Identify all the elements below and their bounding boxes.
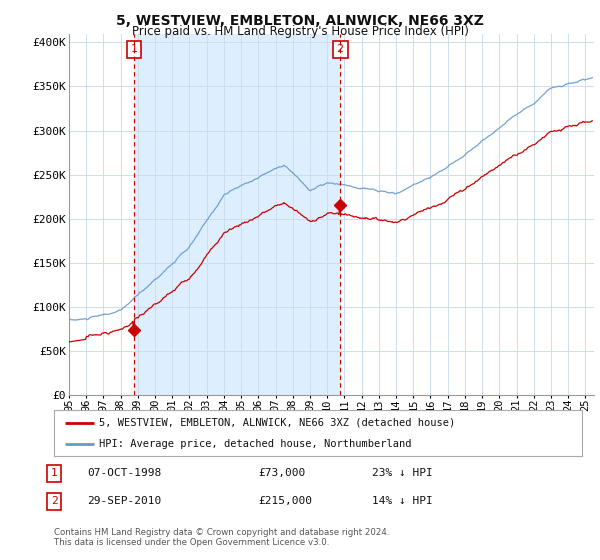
- Text: 29-SEP-2010: 29-SEP-2010: [87, 496, 161, 506]
- Text: 1: 1: [50, 468, 58, 478]
- Text: 5, WESTVIEW, EMBLETON, ALNWICK, NE66 3XZ: 5, WESTVIEW, EMBLETON, ALNWICK, NE66 3XZ: [116, 14, 484, 28]
- Text: Price paid vs. HM Land Registry's House Price Index (HPI): Price paid vs. HM Land Registry's House …: [131, 25, 469, 38]
- Text: 1: 1: [130, 44, 137, 54]
- Text: £73,000: £73,000: [258, 468, 305, 478]
- Text: 2: 2: [50, 496, 58, 506]
- Text: Contains HM Land Registry data © Crown copyright and database right 2024.
This d: Contains HM Land Registry data © Crown c…: [54, 528, 389, 547]
- Text: 07-OCT-1998: 07-OCT-1998: [87, 468, 161, 478]
- Text: 14% ↓ HPI: 14% ↓ HPI: [372, 496, 433, 506]
- Bar: [134, 34, 340, 395]
- Text: HPI: Average price, detached house, Northumberland: HPI: Average price, detached house, Nort…: [99, 439, 412, 449]
- Text: £215,000: £215,000: [258, 496, 312, 506]
- Text: 2: 2: [337, 44, 344, 54]
- Text: 5, WESTVIEW, EMBLETON, ALNWICK, NE66 3XZ (detached house): 5, WESTVIEW, EMBLETON, ALNWICK, NE66 3XZ…: [99, 418, 455, 428]
- Text: 23% ↓ HPI: 23% ↓ HPI: [372, 468, 433, 478]
